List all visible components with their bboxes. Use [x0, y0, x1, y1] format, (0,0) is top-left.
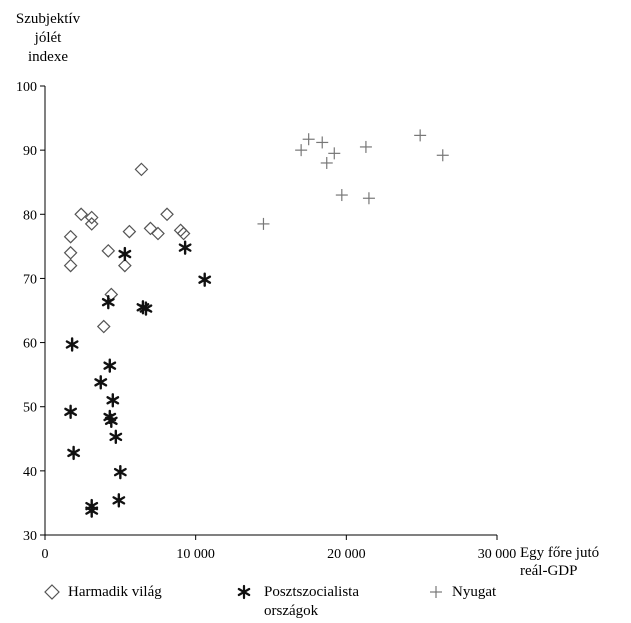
plus-point: [328, 147, 341, 160]
diamond-point: [134, 162, 149, 177]
y-tick-label: 70: [23, 272, 37, 287]
y-axis-label-line: Szubjektív: [15, 11, 81, 27]
diamond-point: [143, 221, 158, 236]
asterisk-point: [67, 445, 81, 461]
plus-marker-icon: [430, 586, 442, 598]
asterisk-marker-icon: [237, 584, 251, 600]
plus-point: [302, 133, 315, 146]
x-tick-label: 30 000: [478, 547, 517, 562]
y-tick-label: 50: [23, 401, 37, 416]
legend: Harmadik világ Posztszocialista országok…: [0, 583, 631, 623]
legend-label: Harmadik világ: [68, 584, 162, 600]
diamond-point: [151, 226, 165, 241]
diamond-point: [96, 319, 111, 334]
asterisk-point: [178, 240, 192, 255]
y-tick-label: 40: [23, 465, 37, 480]
y-tick-label: 100: [16, 80, 37, 95]
diamond-point: [84, 217, 99, 231]
plus-point: [316, 136, 329, 149]
plus-point: [359, 140, 372, 153]
asterisk-point: [94, 375, 108, 390]
diamond-point: [63, 258, 78, 273]
plus-point: [320, 156, 333, 169]
y-tick-label: 80: [23, 208, 37, 223]
plus-point: [436, 149, 449, 162]
x-axis-label-line: Egy főre jutó: [520, 545, 600, 561]
y-tick-label: 30: [23, 529, 37, 544]
y-axis-label: Szubjektív jólét indexe: [8, 10, 88, 67]
diamond-point: [101, 243, 116, 258]
y-axis-label-line: jólét: [34, 30, 62, 46]
y-tick-label: 60: [23, 337, 37, 352]
asterisk-point: [101, 294, 115, 310]
x-axis-label-line: reál-GDP: [520, 563, 578, 579]
legend-label: Nyugat: [452, 584, 497, 600]
tick-labels: 30 40 50 60 70 80 90 100 0 10 000 20 000 30 000: [16, 80, 516, 562]
plus-point: [257, 217, 270, 230]
x-tick-label: 10 000: [176, 547, 215, 562]
asterisk-point: [198, 272, 212, 287]
asterisk-point: [85, 503, 99, 518]
diamond-point: [122, 224, 137, 239]
x-axis-label: Egy főre jutó reál-GDP: [520, 544, 630, 580]
asterisk-point: [64, 404, 78, 420]
plus-point: [295, 144, 308, 157]
diamond-point: [160, 207, 174, 222]
diamond-point: [63, 245, 78, 260]
diamond-point: [74, 207, 89, 222]
x-tick-label: 20 000: [327, 547, 366, 562]
asterisk-point: [109, 429, 123, 445]
asterisk-point: [104, 413, 118, 429]
asterisk-point: [113, 464, 127, 480]
asterisk-point: [139, 301, 153, 316]
plus-point: [335, 189, 348, 202]
data-points: [63, 129, 449, 518]
diamond-point: [63, 229, 78, 244]
x-tick-label: 0: [42, 547, 49, 562]
diamond-marker-icon: [44, 584, 60, 600]
legend-label: Posztszocialista országok: [264, 584, 359, 619]
asterisk-point: [112, 493, 126, 508]
diamond-point: [84, 210, 99, 225]
axes: [40, 85, 498, 540]
asterisk-point: [65, 337, 79, 352]
diamond-point: [118, 258, 132, 273]
plus-point: [362, 192, 375, 205]
asterisk-point: [118, 246, 132, 262]
plus-point: [414, 129, 427, 142]
asterisk-point: [103, 358, 117, 373]
y-tick-label: 90: [23, 144, 37, 159]
y-axis-label-line: indexe: [28, 49, 68, 65]
asterisk-point: [106, 393, 120, 408]
diamond-point: [176, 226, 191, 241]
